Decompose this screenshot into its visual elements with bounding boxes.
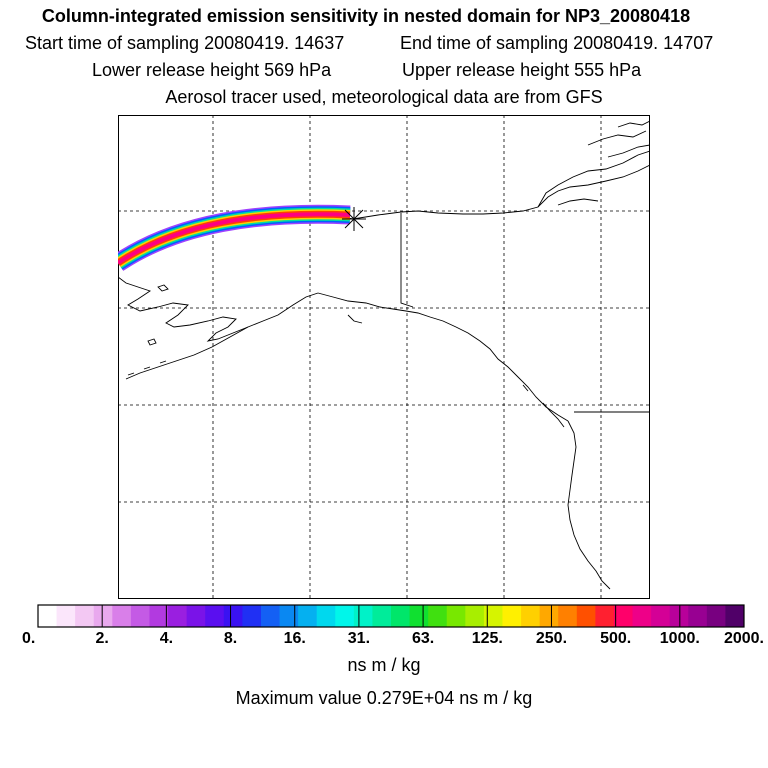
maximum-value: Maximum value 0.279E+04 ns m / kg xyxy=(235,688,533,708)
colorbar-cell xyxy=(576,605,596,627)
colorbar-cell xyxy=(651,605,671,627)
colorbar-cell xyxy=(521,605,541,627)
colorbar-cell xyxy=(130,605,150,627)
colorbar-cell xyxy=(409,605,429,627)
colorbar-cell xyxy=(428,605,448,627)
colorbar-tick-label: 2000. xyxy=(723,630,764,647)
colorbar-tick-label: 125. xyxy=(471,630,503,647)
colorbar-cell xyxy=(242,605,262,627)
map-panel xyxy=(118,115,650,599)
map-frame xyxy=(118,115,650,599)
colorbar-cell xyxy=(613,605,634,627)
colorbar-cell xyxy=(279,605,299,627)
colorbar-cell xyxy=(706,605,726,627)
colorbar-cell xyxy=(56,605,76,627)
colorbar-cell xyxy=(558,605,578,627)
colorbar-cell xyxy=(391,605,411,627)
colorbar-tick-label: 500. xyxy=(600,630,632,647)
colorbar-cell xyxy=(632,605,652,627)
colorbar-cell xyxy=(112,605,132,627)
colorbar-cell xyxy=(75,605,95,627)
colorbar-cell xyxy=(93,605,113,627)
map-title: Column-integrated emission sensitivity i… xyxy=(41,6,691,26)
colorbar-cell xyxy=(688,605,708,627)
tracer-info: Aerosol tracer used, meteorological data… xyxy=(165,87,603,107)
colorbar-cell xyxy=(260,605,281,627)
end-time: End time of sampling 20080419. 14707 xyxy=(400,33,714,53)
colorbar-cell xyxy=(223,605,243,627)
colorbar-cell xyxy=(298,605,318,627)
colorbar-tick-label: 31. xyxy=(347,630,371,647)
colorbar-cell xyxy=(502,605,522,627)
colorbar-cell xyxy=(316,605,336,627)
colorbar-tick-label: 63. xyxy=(411,630,435,647)
colorbar-ticks xyxy=(37,605,745,627)
colorbar-tick-label: 8. xyxy=(223,630,238,647)
release-heights: Lower release height 569 hPa Upper relea… xyxy=(0,60,768,82)
colorbar-cell xyxy=(335,605,355,627)
borders xyxy=(400,213,650,413)
colorbar-cell xyxy=(595,605,615,627)
colorbar-cell xyxy=(465,605,485,627)
colorbar-cell xyxy=(149,605,169,627)
colorbar-cell xyxy=(483,605,503,627)
colorbar-cell xyxy=(353,605,373,627)
colorbar-unit: ns m / kg xyxy=(347,655,421,675)
colorbar-cell xyxy=(725,605,745,627)
upper-release-height: Upper release height 555 hPa xyxy=(402,60,642,80)
colorbar-cell xyxy=(372,605,392,627)
sensitivity-plume xyxy=(118,204,351,271)
colorbar-cell xyxy=(186,605,206,627)
release-point-marker xyxy=(342,207,366,231)
colorbar-cell xyxy=(168,605,188,627)
colorbar-cell xyxy=(669,605,689,627)
colorbar-tick-label: 4. xyxy=(159,630,174,647)
colorbar xyxy=(37,604,745,628)
colorbar-cell xyxy=(205,605,225,627)
lower-release-height: Lower release height 569 hPa xyxy=(92,60,332,80)
colorbar-cell xyxy=(539,605,559,627)
start-time: Start time of sampling 20080419. 14637 xyxy=(25,33,345,53)
colorbar-cell xyxy=(446,605,466,627)
colorbar-tick-label: 0. xyxy=(22,630,36,647)
colorbar-tick-label: 16. xyxy=(283,630,306,647)
colorbar-tick-label: 1000. xyxy=(659,630,700,647)
sampling-times: Start time of sampling 20080419. 14637 E… xyxy=(0,33,768,55)
colorbar-tick-label: 2. xyxy=(95,630,109,647)
colorbar-cell xyxy=(38,605,58,627)
colorbar-tick-label: 250. xyxy=(535,630,568,647)
colorbar-cells xyxy=(38,605,745,627)
